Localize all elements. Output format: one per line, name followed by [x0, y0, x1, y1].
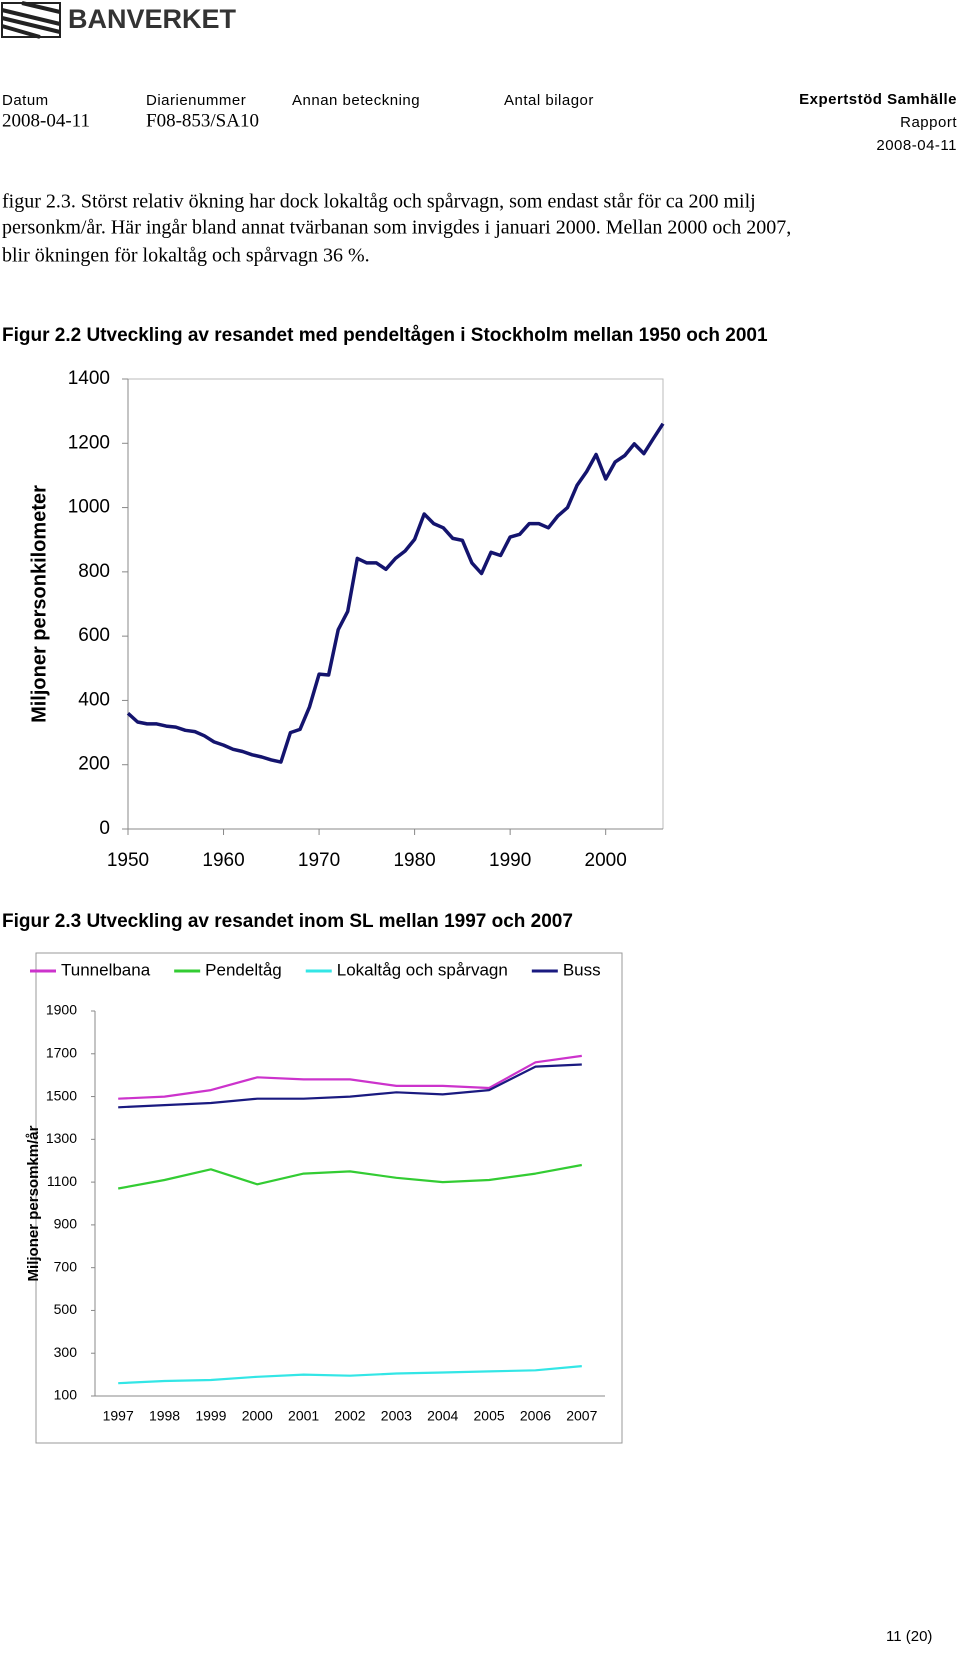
doc-date: 2008-04-11 — [876, 137, 957, 154]
y-tick-label: 300 — [54, 1344, 78, 1360]
body-line: figur 2.3. Störst relativ ökning har doc… — [2, 191, 756, 213]
x-tick-label: 2000 — [242, 1408, 273, 1424]
field-value: F08-853/SA10 — [146, 110, 259, 131]
logo: BANVERKET — [1, 1, 237, 39]
legend-label: Pendeltåg — [205, 960, 282, 979]
field-value: 2008-04-11 — [2, 110, 90, 131]
x-tick-label: 1990 — [489, 850, 531, 871]
y-tick-label: 600 — [78, 625, 110, 646]
field-label: Datum — [2, 92, 49, 109]
doc-type: Rapport — [900, 114, 957, 131]
y-tick-label: 1900 — [46, 1002, 77, 1018]
x-tick-label: 2006 — [520, 1408, 551, 1424]
y-axis-title: Miljoner personkilometer — [28, 485, 50, 723]
x-tick-label: 2000 — [585, 850, 627, 871]
x-tick-label: 1997 — [103, 1408, 134, 1424]
x-tick-label: 2007 — [566, 1408, 597, 1424]
x-tick-label: 1950 — [107, 850, 149, 871]
y-axis-title: Miljoner persomkm/år — [25, 1125, 42, 1281]
y-tick-label: 1700 — [46, 1044, 77, 1060]
y-tick-label: 100 — [54, 1387, 78, 1403]
y-tick-label: 1300 — [46, 1130, 77, 1146]
field-label: Annan beteckning — [292, 92, 420, 109]
series-line — [118, 1054, 582, 1100]
x-tick-label: 1999 — [195, 1408, 226, 1424]
series-line — [118, 1063, 582, 1109]
chart-frame — [35, 952, 623, 1444]
series-line — [118, 1365, 582, 1385]
y-tick-label: 500 — [54, 1301, 78, 1317]
x-tick-label: 1980 — [393, 850, 435, 871]
y-tick-label: 1400 — [68, 368, 110, 389]
legend-label: Lokaltåg och spårvagn — [337, 960, 508, 979]
x-tick-label: 1960 — [202, 850, 244, 871]
y-tick-label: 800 — [78, 561, 110, 582]
y-tick-label: 1000 — [68, 497, 110, 518]
x-tick-label: 2004 — [427, 1408, 458, 1424]
x-tick-label: 2005 — [474, 1408, 505, 1424]
field-label: Antal bilagor — [504, 92, 594, 109]
y-tick-label: 1500 — [46, 1087, 77, 1103]
body-line: blir ökningen för lokaltåg och spårvagn … — [2, 245, 370, 267]
series-line — [118, 1163, 583, 1190]
y-tick-label: 200 — [78, 754, 110, 775]
x-tick-label: 2002 — [334, 1408, 365, 1424]
y-tick-label: 1100 — [47, 1173, 77, 1189]
y-tick-label: 900 — [54, 1216, 78, 1232]
logo-text: BANVERKET — [68, 4, 237, 34]
x-tick-label: 1998 — [149, 1408, 180, 1424]
unit: Expertstöd Samhälle — [799, 91, 957, 108]
x-tick-label: 2003 — [381, 1408, 412, 1424]
legend-label: Tunnelbana — [61, 960, 151, 979]
field-label: Diarienummer — [146, 92, 246, 109]
legend-label: Buss — [563, 960, 601, 979]
page-number: 11 (20) — [886, 1628, 932, 1645]
y-tick-label: 0 — [99, 818, 110, 839]
y-tick-label: 700 — [54, 1258, 78, 1274]
y-tick-label: 400 — [78, 689, 110, 710]
y-tick-label: 1200 — [68, 432, 110, 453]
figure-caption: Figur 2.2 Utveckling av resandet med pen… — [2, 325, 768, 346]
x-tick-label: 2001 — [288, 1408, 319, 1424]
x-tick-label: 1970 — [298, 850, 340, 871]
plot-border — [128, 378, 664, 829]
series-line — [126, 422, 665, 764]
body-line: personkm/år. Här ingår bland annat tvärb… — [2, 217, 791, 239]
figure-caption: Figur 2.3 Utveckling av resandet inom SL… — [2, 911, 573, 932]
